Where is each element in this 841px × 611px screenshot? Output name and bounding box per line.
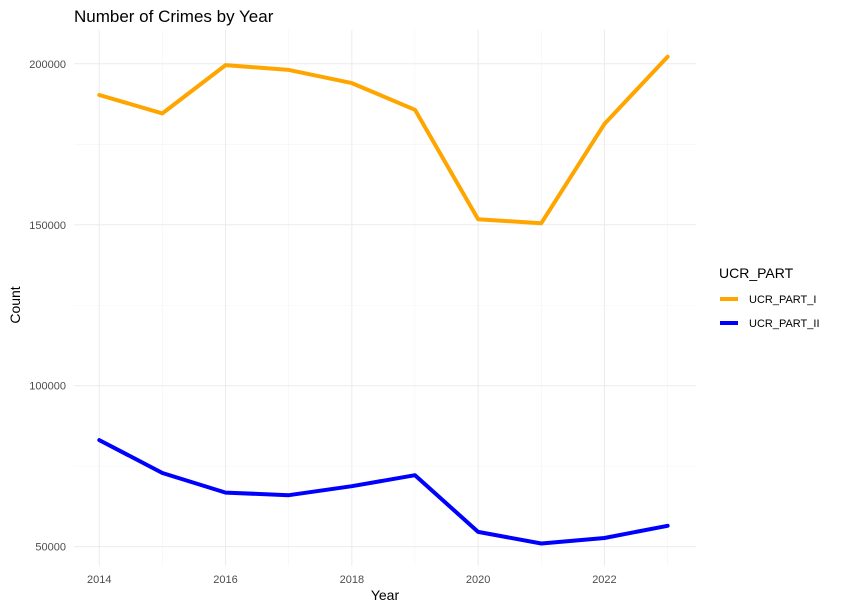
legend-title: UCR_PART bbox=[719, 265, 794, 281]
x-tick-label: 2014 bbox=[87, 574, 111, 586]
x-axis-ticks: 2014 2016 2018 2020 2022 bbox=[87, 574, 617, 586]
x-axis-title: Year bbox=[371, 587, 400, 603]
y-tick-label: 150000 bbox=[29, 220, 66, 232]
y-tick-label: 200000 bbox=[29, 59, 66, 71]
x-tick-label: 2016 bbox=[213, 574, 237, 586]
legend-item: UCR_PART_II bbox=[720, 318, 820, 330]
x-tick-label: 2022 bbox=[592, 574, 616, 586]
chart-title: Number of Crimes by Year bbox=[74, 7, 274, 26]
major-gridlines bbox=[74, 30, 696, 566]
series-line-ucr-part-ii bbox=[97, 438, 670, 546]
legend-label: UCR_PART_II bbox=[749, 318, 820, 330]
y-axis-ticks: 50000 100000 150000 200000 bbox=[29, 59, 66, 554]
legend-label: UCR_PART_I bbox=[749, 294, 816, 306]
series-lines bbox=[97, 54, 670, 546]
minor-gridlines bbox=[74, 30, 696, 566]
y-tick-label: 100000 bbox=[29, 381, 66, 393]
y-axis-title: Count bbox=[7, 286, 23, 323]
legend-item: UCR_PART_I bbox=[720, 294, 816, 306]
y-tick-label: 50000 bbox=[35, 542, 66, 554]
legend: UCR_PART UCR_PART_I UCR_PART_II bbox=[719, 265, 820, 330]
x-tick-label: 2020 bbox=[466, 574, 490, 586]
x-tick-label: 2018 bbox=[340, 574, 364, 586]
series-line-ucr-part-i bbox=[97, 54, 670, 226]
